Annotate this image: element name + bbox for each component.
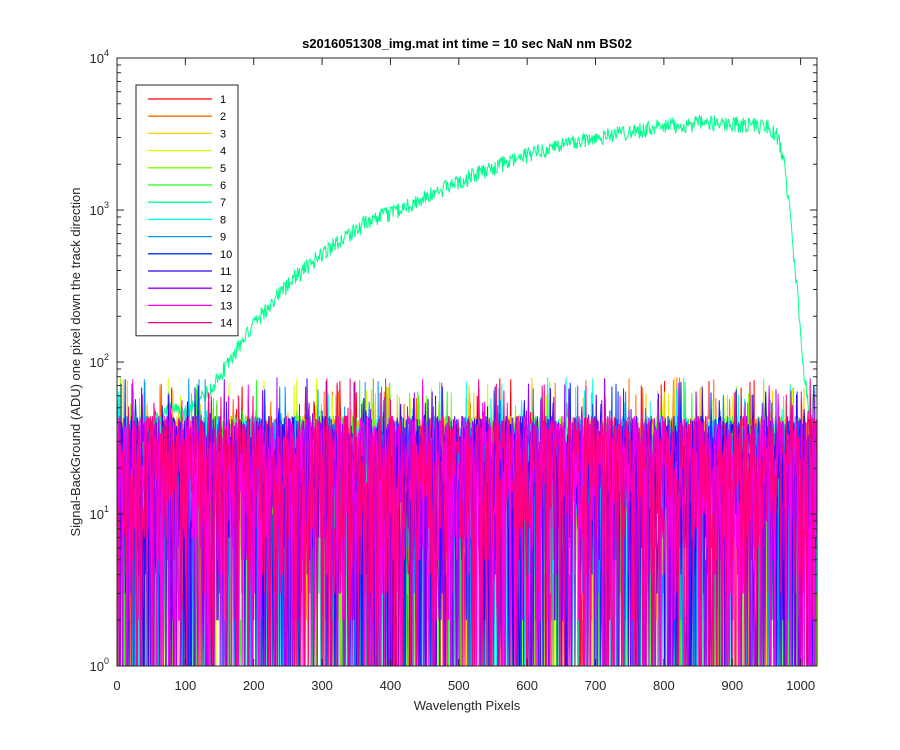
x-axis-label: Wavelength Pixels [414,698,521,713]
x-tick-label: 200 [243,678,265,693]
x-tick-label: 300 [311,678,333,693]
x-tick-label: 500 [448,678,470,693]
legend-label-9: 9 [220,232,226,244]
x-tick-label: 800 [653,678,675,693]
x-tick-label: 100 [175,678,197,693]
series-layer [117,114,817,666]
series-line-7 [117,114,817,448]
legend-box [135,84,239,337]
y-tick-label: 103 [90,200,109,218]
legend-label-8: 8 [220,214,226,226]
legend-label-2: 2 [220,111,226,123]
chart-title: s2016051308_img.mat int time = 10 sec Na… [302,36,632,51]
y-tick-label: 101 [90,504,109,522]
legend-label-3: 3 [220,128,226,140]
y-tick-label: 100 [90,656,109,674]
x-axis: 0 100 200 300 400 500 600 700 800 900 1000 [113,58,815,693]
legend-label-4: 4 [220,146,226,158]
series-line-14 [117,378,817,666]
y-tick-label: 102 [90,352,109,370]
legend-label-13: 13 [220,300,232,312]
legend-label-14: 14 [220,318,232,330]
legend-label-7: 7 [220,197,226,209]
x-tick-label: 900 [721,678,743,693]
legend-label-6: 6 [220,180,226,192]
y-tick-label: 104 [90,48,109,66]
x-tick-label: 600 [516,678,538,693]
legend-label-5: 5 [220,163,226,175]
y-axis-label: Signal-BackGround (ADU) one pixel down t… [68,187,83,536]
x-tick-label: 700 [585,678,607,693]
x-tick-label: 400 [380,678,402,693]
x-tick-label: 1000 [786,678,815,693]
x-tick-label: 0 [113,678,120,693]
legend-label-11: 11 [220,266,231,278]
legend-label-1: 1 [220,94,226,106]
legend-label-12: 12 [220,283,232,295]
legend-label-10: 10 [220,249,232,261]
